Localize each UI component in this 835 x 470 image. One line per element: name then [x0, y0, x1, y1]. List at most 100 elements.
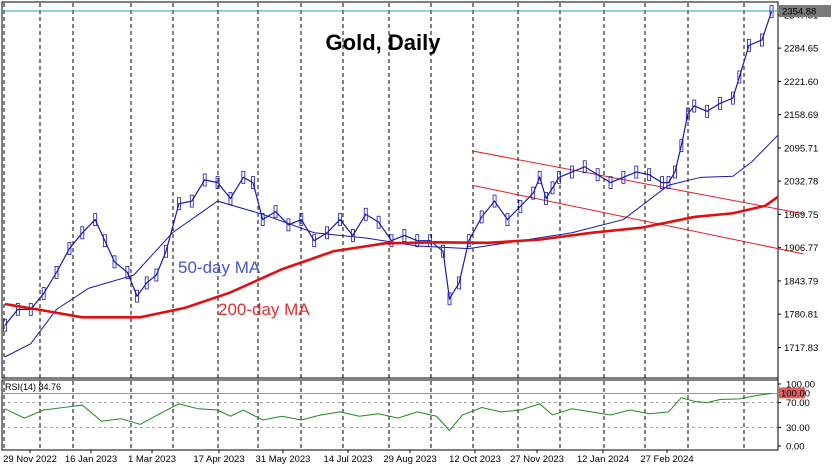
x-tick-label: 16 Jan 2023 — [65, 454, 117, 465]
rsi-label: RSI(14) 84.76 — [5, 382, 61, 392]
price-candle — [479, 210, 484, 224]
price-candle — [647, 168, 652, 182]
price-candle — [80, 226, 85, 240]
rsi-tick-label: 70.00 — [786, 398, 810, 409]
price-candle — [189, 194, 194, 208]
channel-lower-line — [471, 184, 804, 255]
price-candle — [505, 213, 510, 226]
y-tick-label: 1843.79 — [784, 276, 818, 287]
price-candle — [537, 170, 542, 184]
price-candle — [41, 287, 46, 300]
price-candle — [67, 242, 72, 256]
price-candle — [363, 207, 368, 221]
y-tick-label: 2284.65 — [784, 44, 818, 55]
y-tick-label: 2158.69 — [784, 110, 818, 121]
price-candle — [299, 213, 304, 226]
price-candle — [731, 91, 735, 105]
price-candle — [569, 165, 574, 179]
price-candle — [621, 170, 626, 184]
y-tick-label: 2221.60 — [784, 77, 818, 88]
price-candle — [402, 229, 407, 242]
price-candle — [608, 176, 613, 190]
rsi-panel-frame — [1, 379, 779, 451]
price-candle — [338, 213, 342, 226]
price-candle — [718, 96, 722, 110]
price-candle — [144, 276, 149, 290]
chart-title: Gold, Daily — [326, 30, 442, 55]
price-candle — [692, 99, 697, 113]
price-candle — [177, 197, 181, 211]
price-candle — [350, 229, 355, 242]
x-tick-label: 29 Nov 2022 — [3, 454, 57, 465]
x-tick-label: 12 Jan 2024 — [577, 454, 629, 465]
price-candle — [415, 234, 420, 248]
rsi-tick-label: 0.00 — [786, 442, 805, 453]
rsi-tick-label: 100.00 — [786, 380, 815, 391]
price-candle — [679, 139, 684, 153]
price-line — [4, 11, 773, 326]
price-candle — [164, 244, 168, 258]
price-candle — [251, 176, 255, 190]
price-candle — [457, 276, 462, 290]
price-candle — [202, 173, 207, 187]
price-candle — [441, 244, 445, 258]
price-candle — [582, 160, 587, 174]
price-candle — [215, 176, 220, 190]
y-tick-label: 2032.78 — [784, 177, 818, 188]
channel-upper-line — [471, 150, 804, 215]
price-candle — [492, 194, 497, 208]
price-candle — [447, 292, 452, 306]
y-tick-label: 1780.81 — [784, 310, 818, 321]
price-candle — [102, 234, 107, 248]
price-candle — [737, 70, 742, 84]
current-price-tag — [779, 5, 831, 18]
price-candle — [557, 170, 561, 184]
price-candle — [544, 192, 548, 205]
current-price-label: 2354.88 — [782, 7, 816, 18]
x-tick-label: 17 Apr 2023 — [193, 454, 244, 465]
price-candle — [15, 302, 20, 316]
x-tick-label: 27 Feb 2024 — [640, 454, 693, 465]
ma50-label: 50-day MA — [178, 258, 261, 277]
y-tick-label: 2095.71 — [784, 143, 818, 154]
price-candle — [312, 234, 317, 248]
price-candle — [286, 218, 291, 232]
price-candle — [376, 215, 381, 229]
price-candle — [747, 38, 751, 52]
ma50-line — [4, 134, 779, 358]
price-candle — [550, 181, 555, 195]
price-candle — [673, 165, 677, 179]
price-candle — [135, 289, 139, 303]
price-candle — [389, 234, 394, 248]
x-tick-label: 1 Mar 2023 — [128, 454, 176, 465]
price-candle — [705, 104, 710, 118]
price-candle — [241, 170, 246, 184]
price-candle — [595, 168, 600, 182]
rsi-current-value: 100.00 — [781, 388, 810, 399]
y-tick-label: 1717.83 — [784, 343, 818, 354]
price-candle — [325, 226, 329, 240]
y-tick-label: 1969.75 — [784, 210, 818, 221]
rsi-line — [4, 392, 772, 432]
y-tick-label: 1906.77 — [784, 243, 818, 254]
price-candle — [634, 165, 639, 179]
price-candle — [531, 186, 536, 200]
price-candle — [466, 234, 471, 248]
price-candle — [125, 265, 130, 279]
x-tick-label: 12 Oct 2023 — [449, 454, 501, 465]
price-candle — [154, 268, 159, 282]
price-candle — [685, 107, 690, 121]
price-candle — [93, 213, 98, 226]
price-candle — [518, 199, 523, 213]
price-candle — [3, 318, 7, 332]
ma200-line — [4, 195, 779, 319]
x-tick-label: 29 Aug 2023 — [383, 454, 436, 465]
price-candle — [666, 176, 671, 190]
price-candle — [660, 176, 664, 190]
x-tick-label: 14 Jul 2023 — [323, 454, 372, 465]
x-tick-label: 31 May 2023 — [256, 454, 311, 465]
price-candle — [260, 213, 265, 226]
price-candle — [759, 33, 764, 47]
x-tick-label: 27 Nov 2023 — [510, 454, 564, 465]
